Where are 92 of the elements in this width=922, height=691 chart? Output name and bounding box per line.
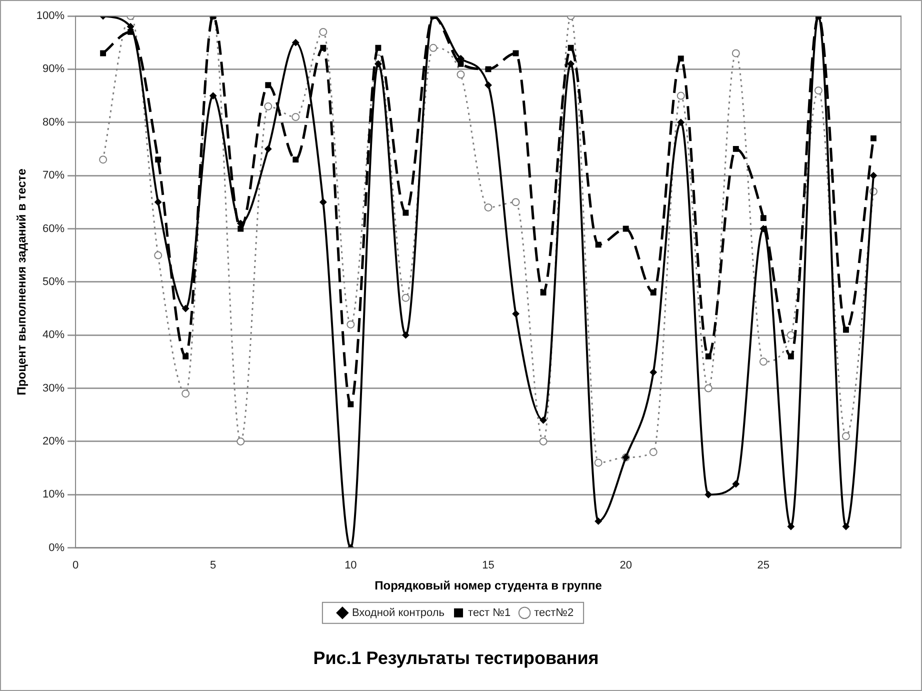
point [154,251,162,260]
point [678,56,684,62]
point [704,384,712,392]
point [182,353,189,360]
point [760,215,766,222]
legend-label: Входной контроль [352,606,445,619]
point [870,135,876,142]
point [512,310,520,318]
point [594,458,602,467]
point [402,210,409,216]
point [292,39,300,46]
point [787,523,794,530]
point [182,390,190,398]
point [429,44,438,52]
point [759,358,768,366]
point [265,82,272,88]
point [814,86,822,94]
point [677,118,684,126]
point [182,304,190,312]
y-axis-title: Процент выполнения заданий в тесте [14,168,29,396]
y-tick-label: 90% [42,63,65,76]
point [484,82,492,89]
point [568,44,574,51]
y-tick-label: 0% [48,542,65,554]
y-tick-label: 60% [42,222,65,235]
point [786,331,795,340]
point [484,203,492,212]
point [676,92,685,100]
point [732,480,740,488]
point [842,523,850,530]
point [842,432,850,440]
y-tick-label: 30% [42,382,65,394]
point [704,491,712,498]
point [320,198,327,206]
point [346,320,355,328]
point [319,28,328,36]
point [264,145,272,152]
point [155,156,162,163]
x-tick-label: 20 [620,559,632,572]
point [99,156,108,164]
x-tick-label: 25 [757,559,770,572]
x-tick-label: 5 [210,559,216,572]
point [264,102,272,110]
point [210,92,217,100]
y-tick-label: 20% [42,435,65,448]
point [650,368,657,376]
point [622,226,629,232]
point [788,353,794,360]
point [540,290,546,296]
point [649,448,658,456]
point [732,146,739,152]
point [650,290,656,296]
point [100,50,106,56]
legend-label: тест №1 [468,606,511,619]
point [154,198,162,206]
point [705,353,712,360]
point [732,49,740,58]
point [485,66,492,72]
point [594,518,602,525]
point [236,437,245,446]
point [292,113,300,122]
point [402,332,410,339]
point [320,44,326,51]
point [595,242,602,248]
legend-label: тест№2 [534,606,574,619]
text: Рис.1 Результаты тестирования [313,648,599,668]
y-tick-label: 70% [42,170,65,182]
y-tick-label: 50% [42,276,65,288]
point [238,226,244,232]
point [512,50,519,56]
point [760,225,767,232]
x-tick-label: 10 [344,559,357,572]
point [348,401,354,408]
point [402,294,410,302]
y-tick-label: 10% [42,488,65,501]
point [567,60,574,68]
x-axis-title: Порядковый номер студента в группе [374,578,602,593]
point [374,60,382,68]
point [842,326,849,333]
y-tick-label: 80% [42,116,65,128]
point [870,172,877,180]
point [292,156,299,163]
x-tick-label: 0 [72,559,79,572]
x-tick-label: 15 [482,559,494,572]
point [539,437,548,446]
point [458,60,464,67]
point [375,44,382,51]
y-tick-label: 100% [36,10,65,22]
y-tick-label: 40% [42,329,65,342]
point [456,70,465,78]
point [512,198,520,206]
point [540,416,547,424]
